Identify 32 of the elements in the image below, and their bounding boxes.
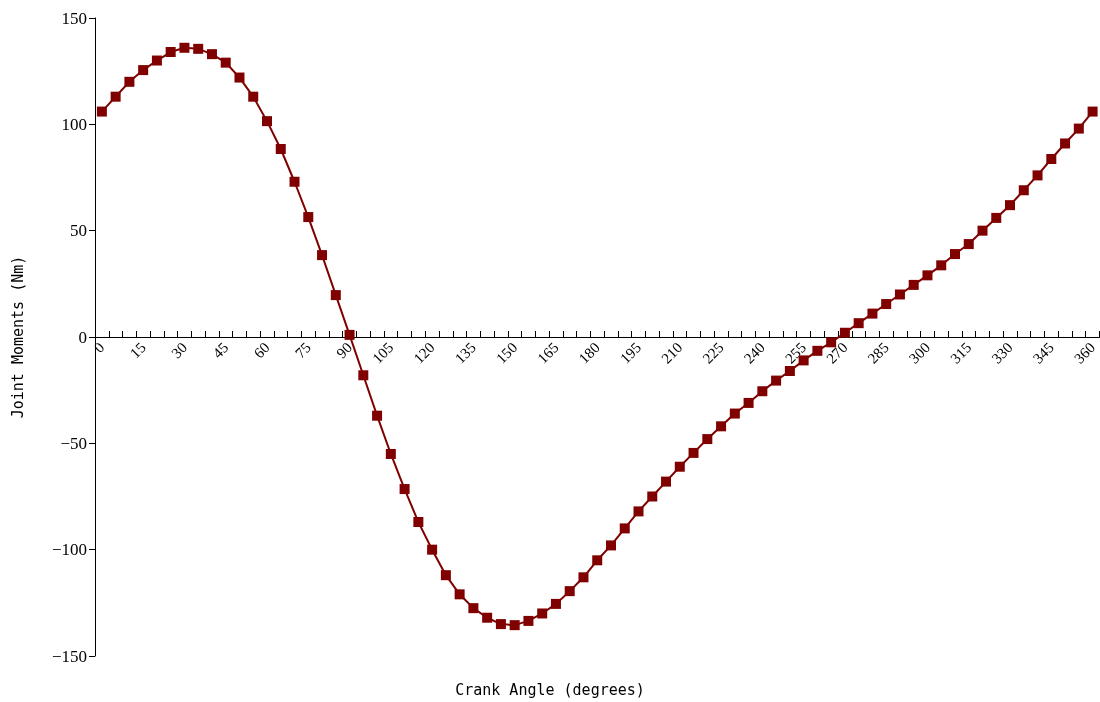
- x-tick-label: 75: [292, 339, 314, 362]
- x-tick-label: 120: [410, 339, 438, 367]
- y-tick-label: 50: [70, 221, 87, 241]
- y-tick-label: 150: [61, 8, 87, 28]
- x-tick-label: 195: [616, 339, 645, 367]
- x-tick-label: 360: [1071, 339, 1099, 367]
- x-tick-label: 180: [575, 339, 603, 367]
- y-tick-label: −50: [60, 433, 87, 453]
- x-tick-label: 240: [740, 339, 768, 367]
- x-tick-label: 15: [126, 339, 149, 362]
- x-tick-label: 315: [947, 339, 975, 367]
- x-tick-label: 255: [782, 339, 810, 367]
- x-tick-label: 90: [333, 339, 356, 362]
- x-tick-label: 330: [988, 339, 1016, 367]
- x-tick-label: 210: [658, 339, 686, 367]
- x-tick-label: 105: [369, 339, 397, 367]
- y-tick-label: 100: [61, 114, 87, 134]
- x-tick-label: 225: [699, 339, 727, 367]
- y-tick-label: −100: [51, 540, 87, 560]
- y-tick-label: −150: [51, 646, 87, 666]
- y-axis-title: Joint Moments (Nm): [8, 255, 27, 419]
- x-tick-label: 165: [534, 339, 562, 367]
- x-axis-title: Crank Angle (degrees): [455, 680, 645, 699]
- x-tick-label: 270: [823, 339, 851, 367]
- x-tick-label: 285: [864, 339, 892, 367]
- x-tick-label: 45: [209, 339, 232, 362]
- x-tick-label: 30: [168, 339, 191, 362]
- x-tick-label: 150: [493, 339, 521, 367]
- x-tick-label: 345: [1029, 339, 1057, 367]
- x-tick-label: 300: [905, 339, 934, 367]
- x-tick-label: 135: [451, 339, 480, 367]
- x-tick-label: 60: [250, 339, 273, 362]
